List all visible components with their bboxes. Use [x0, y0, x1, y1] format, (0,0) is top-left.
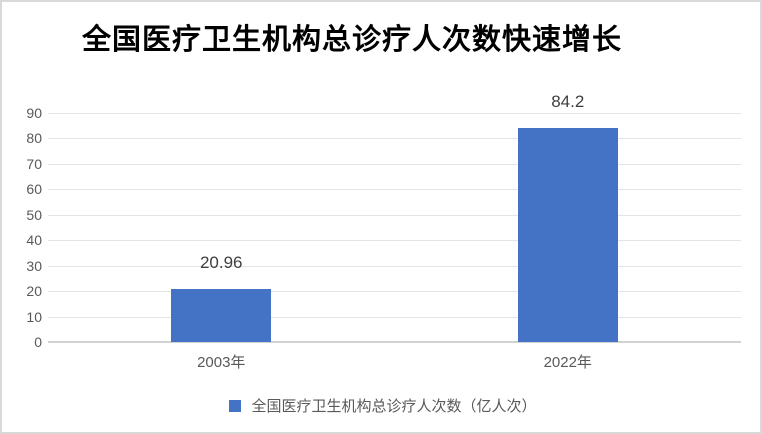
y-axis-tick-label: 80 [26, 130, 42, 147]
gridline [48, 240, 741, 242]
gridline [48, 316, 741, 318]
y-axis-tick-label: 90 [26, 105, 42, 121]
gridline [48, 189, 741, 191]
y-axis-tick-label: 50 [26, 206, 42, 223]
gridline [48, 113, 741, 114]
x-axis-category-label: 2022年 [543, 354, 592, 371]
y-axis-tick-label: 70 [26, 155, 42, 172]
y-axis-tick-label: 40 [26, 232, 42, 249]
y-axis-tick-label: 20 [26, 283, 42, 300]
y-axis-tick-label: 30 [26, 257, 42, 274]
gridline [48, 138, 741, 140]
bar-2003年 [171, 288, 272, 342]
gridline [48, 214, 741, 216]
y-axis-tick-label: 0 [34, 334, 42, 350]
bar-2022年 [517, 127, 618, 342]
data-label: 20.96 [199, 252, 243, 272]
legend: 全国医疗卫生机构总诊疗人次数（亿人次） [2, 395, 760, 416]
legend-marker-icon [229, 399, 242, 412]
y-axis-tick-label: 10 [26, 308, 42, 325]
gridline [48, 291, 741, 293]
data-label: 84.2 [551, 91, 585, 111]
x-axis-category-label: 2003年 [197, 354, 246, 371]
x-axis-line [48, 341, 741, 343]
gridline [48, 163, 741, 165]
gridline [48, 265, 741, 267]
chart-title: 全国医疗卫生机构总诊疗人次数快速增长 [81, 24, 622, 56]
legend-series-label: 全国医疗卫生机构总诊疗人次数（亿人次） [251, 398, 537, 415]
y-axis-tick-label: 60 [26, 181, 42, 198]
